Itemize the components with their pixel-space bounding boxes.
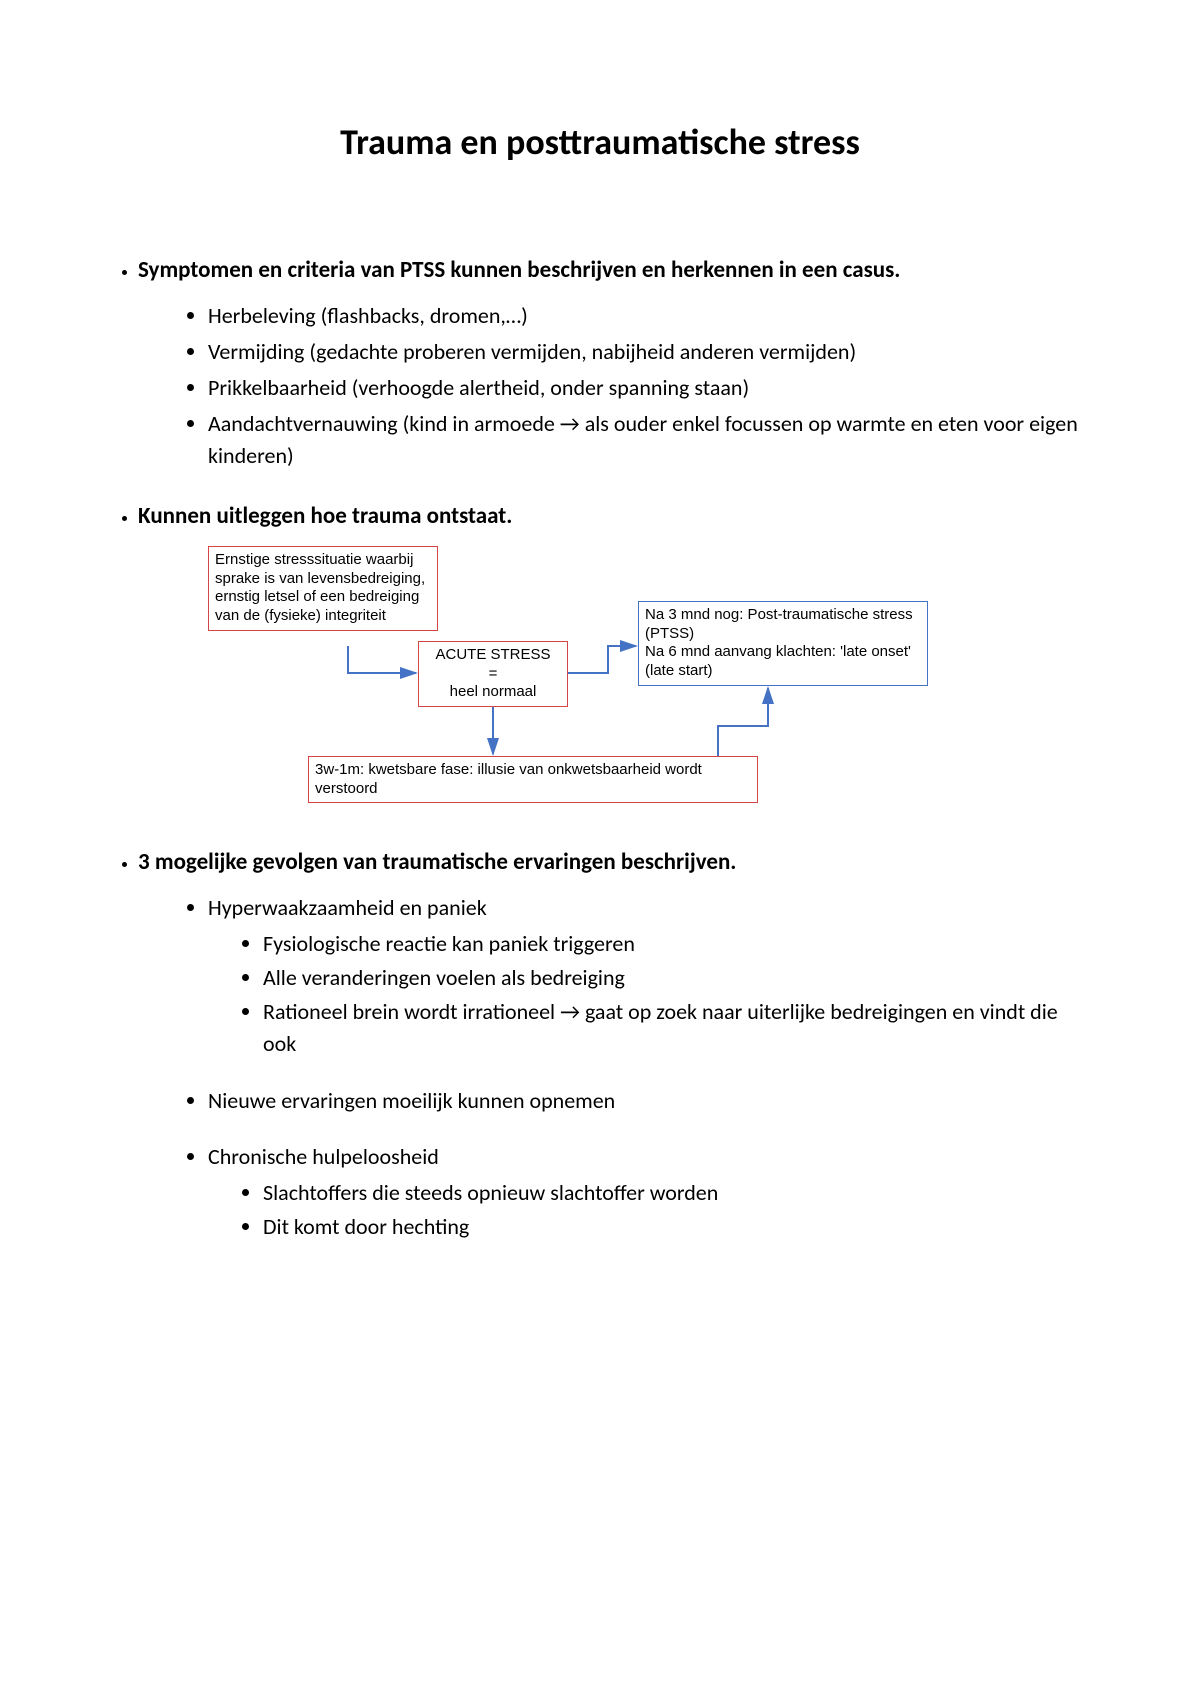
consequence-label: Chronische hulpeloosheid [208,1143,439,1170]
section-origin: Kunnen uitleggen hoe trauma ontstaat. Er [138,500,1090,816]
symptom-item: Herbeleving (flashbacks, dromen,…) [208,300,1090,332]
diagram-acute-l1: ACUTE STRESS [435,646,550,663]
symptom-item: Vermijding (gedachte proberen vermijden,… [208,336,1090,368]
diagram-box-phase: 3w-1m: kwetsbare fase: illusie van onkwe… [308,756,758,804]
diagram-ptss-l1: Na 3 mnd nog: Post-traumatische stress (… [645,606,913,642]
diagram-acute-l3: heel normaal [450,683,537,700]
diagram-acute-l2: = [489,665,498,682]
symptom-item: Prikkelbaarheid (verhoogde alertheid, on… [208,372,1090,404]
consequence-sub: Rationeel brein wordt irrationeel → gaat… [263,996,1090,1060]
consequence-label: Nieuwe ervaringen moeilijk kunnen opneme… [208,1087,615,1114]
diagram-box-trigger-text: Ernstige stresssituatie waarbij sprake i… [215,551,425,624]
consequence-sub: Slachtoffers die steeds opnieuw slachtof… [263,1177,1090,1209]
section-symptoms: Symptomen en criteria van PTSS kunnen be… [138,254,1090,472]
symptom-item: Aandachtvernauwing (kind in armoede → al… [208,408,1090,472]
diagram-ptss-l2: Na 6 mnd aanvang klachten: 'late onset' … [645,643,911,679]
section-origin-heading: Kunnen uitleggen hoe trauma ontstaat. [138,500,1090,532]
diagram-box-ptss: Na 3 mnd nog: Post-traumatische stress (… [638,601,928,686]
consequence-item: Hyperwaakzaamheid en paniek Fysiologisch… [208,892,1090,1059]
diagram-box-acute: ACUTE STRESS = heel normaal [418,641,568,707]
consequence-label: Hyperwaakzaamheid en paniek [208,894,487,921]
consequence-sub: Fysiologische reactie kan paniek trigger… [263,928,1090,960]
consequence-sub: Alle veranderingen voelen als bedreiging [263,962,1090,994]
diagram-box-trigger: Ernstige stresssituatie waarbij sprake i… [208,546,438,631]
consequence-sub: Dit komt door hechting [263,1211,1090,1243]
section-consequences: 3 mogelijke gevolgen van traumatische er… [138,846,1090,1243]
section-consequences-heading: 3 mogelijke gevolgen van traumatische er… [138,846,1090,878]
trauma-flow-diagram: Ernstige stresssituatie waarbij sprake i… [208,546,968,816]
consequence-item: Nieuwe ervaringen moeilijk kunnen opneme… [208,1085,1090,1117]
consequence-item: Chronische hulpeloosheid Slachtoffers di… [208,1141,1090,1243]
diagram-phase-text: 3w-1m: kwetsbare fase: illusie van onkwe… [315,761,702,797]
page-title: Trauma en posttraumatische stress [110,120,1090,164]
section-symptoms-heading: Symptomen en criteria van PTSS kunnen be… [138,254,1090,286]
